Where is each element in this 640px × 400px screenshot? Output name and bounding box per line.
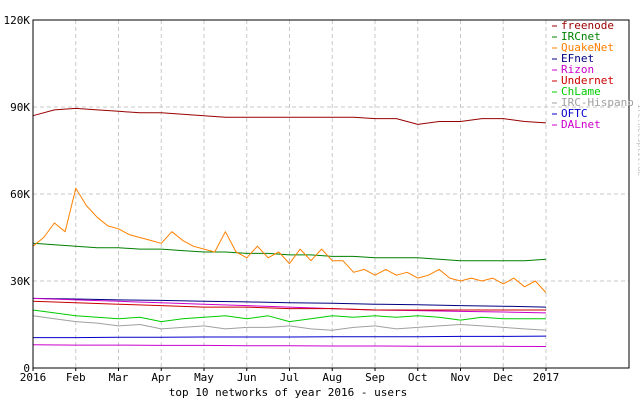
legend: freenodeIRCnetQuakeNetEFnetRizonUndernet… — [552, 19, 634, 131]
y-tick-label: 0 — [23, 362, 30, 375]
series-line-oftc — [33, 335, 547, 339]
series-line-efnet — [32, 297, 547, 308]
axis-ticks: 0 30K 60K 90K 120K 2016 Feb Mar Apr May Jun Jul Aug S… — [4, 14, 560, 384]
chart-title: top 10 networks of year 2016 - users — [169, 386, 407, 399]
x-tick-label: Oct — [408, 371, 428, 384]
series-line-chlame — [32, 309, 546, 323]
series-line-freenode — [32, 107, 547, 125]
y-tick-label: 90K — [10, 101, 30, 114]
legend-label-undernet: Undernet — [561, 74, 614, 87]
series-line-undernet — [32, 300, 546, 311]
y-tick-label: 120K — [4, 14, 31, 27]
legend-label-quakenet: QuakeNet — [561, 41, 614, 54]
y-tick-label: 30K — [10, 275, 30, 288]
series-line-quakenet — [32, 187, 547, 293]
legend-label-freenode: freenode — [561, 19, 614, 32]
watermark: irc.netsplit.de — [636, 104, 640, 176]
x-tick-label: 2017 — [533, 371, 560, 384]
series-lines — [32, 107, 547, 347]
legend-label-ircnet: IRCnet — [561, 30, 601, 43]
x-tick-label: 2016 — [20, 371, 47, 384]
series-line-irc-hispano — [32, 315, 547, 331]
x-tick-label: Sep — [365, 371, 385, 384]
y-tick-label: 60K — [10, 188, 30, 201]
series-line-dalnet — [32, 344, 547, 347]
series-line-ircnet — [32, 242, 547, 262]
x-tick-label: Apr — [151, 371, 171, 384]
x-tick-label: Jun — [237, 371, 257, 384]
legend-label-irc-hispano: IRC-Hispano — [561, 96, 634, 109]
x-tick-label: Nov — [451, 371, 471, 384]
legend-label-rizon: Rizon — [561, 63, 594, 76]
x-tick-label: Mar — [109, 371, 129, 384]
legend-label-efnet: EFnet — [561, 52, 594, 65]
series-line-rizon — [32, 297, 547, 314]
legend-label-oftc: OFTC — [561, 107, 588, 120]
x-tick-label: Feb — [66, 371, 86, 384]
x-tick-label: Dec — [493, 371, 513, 384]
x-tick-label: May — [194, 371, 214, 384]
legend-label-chlame: ChLame — [561, 85, 601, 98]
plot-border — [32, 19, 630, 369]
x-tick-label: Jul — [280, 371, 300, 384]
legend-label-dalnet: DALnet — [561, 118, 601, 131]
x-tick-label: Aug — [322, 371, 342, 384]
